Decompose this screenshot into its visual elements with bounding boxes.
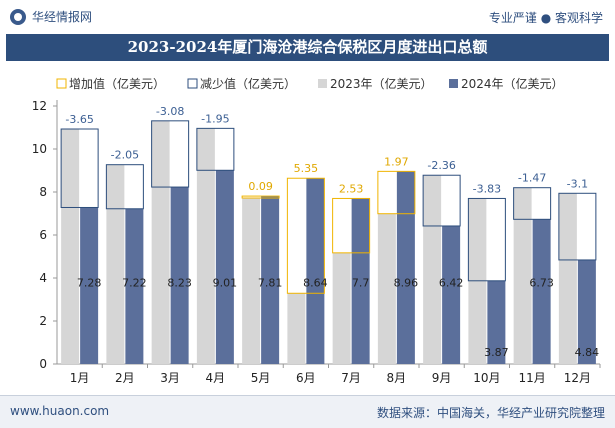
brand-name: 华经情报网 [32,10,93,24]
bar-2023 [377,213,396,364]
y-tick-label: 0 [39,357,47,371]
logo-icon [10,8,26,25]
legend-label-dec: 减少值（亿美元） [200,76,296,91]
bar-2023 [332,252,351,364]
y-tick-label: 10 [32,142,47,156]
legend-label-inc: 增加值（亿美元） [69,76,165,91]
bar-2023 [242,198,261,364]
bar-2023 [106,164,125,364]
change-label: -1.95 [201,112,229,125]
x-tick-label: 5月 [251,371,271,385]
change-label: 0.09 [248,180,273,193]
change-label: -3.1 [567,177,588,190]
bar-2023 [423,175,442,364]
decrease-marker [196,127,235,171]
x-tick-label: 2月 [115,371,135,385]
increase-marker [332,197,371,254]
value-label-2024: 6.73 [529,277,554,290]
change-label: -1.47 [518,172,546,185]
bar-2024 [125,208,144,364]
decrease-marker [105,164,144,210]
value-label-2024: 7.22 [122,277,147,290]
x-tick-label: 6月 [296,371,316,385]
title-bar: 2023-2024年厦门海沧港综合保税区月度进出口总额 [6,34,609,61]
increase-marker [377,170,416,215]
change-label: -3.08 [156,105,184,118]
bar-2023 [287,293,306,364]
value-label-2024: 8.96 [394,277,419,290]
value-label-2024: 3.87 [484,346,509,359]
change-label: 1.97 [384,155,409,168]
website-link[interactable]: www.huaon.com [10,404,110,418]
chart-title: 2023-2024年厦门海沧港综合保税区月度进出口总额 [127,38,488,56]
y-tick-label: 6 [39,228,47,242]
legend-swatch-increase [56,78,67,89]
bar-2023 [151,120,170,365]
legend-swatch-decrease [187,78,198,89]
value-label-2024: 8.23 [167,277,192,290]
x-tick-label: 4月 [206,371,226,385]
decrease-marker [558,192,597,261]
increase-marker [241,195,280,199]
x-tick-label: 12月 [564,371,591,385]
change-label: 5.35 [294,162,319,175]
bar-2024 [215,170,234,364]
bar-2024 [442,225,461,364]
decrease-marker [60,128,99,208]
x-tick-label: 11月 [518,371,545,385]
bar-2023 [196,128,215,364]
bar-2024 [170,187,189,364]
y-tick-label: 4 [39,271,47,285]
value-label-2024: 7.28 [77,277,102,290]
bar-2024 [351,198,370,364]
bar-2024 [306,178,325,364]
x-tick-label: 8月 [387,371,407,385]
decrease-marker [513,187,552,220]
tagline: 专业严谨 ● 客观科学 [488,11,603,25]
change-label: -3.65 [65,113,93,126]
legend-swatch-2024 [449,79,458,88]
value-label-2024: 6.42 [439,277,464,290]
value-label-2024: 7.81 [258,277,283,290]
bar-2024 [487,280,506,364]
brand: 华经情报网 [10,8,92,25]
decrease-marker [422,174,461,227]
top-bar: 华经情报网 专业严谨 ● 客观科学 [0,0,615,34]
bar-2023 [558,193,577,364]
change-label: -3.83 [473,182,501,195]
x-tick-label: 9月 [432,371,452,385]
decrease-marker [151,120,190,188]
bar-2024 [532,219,551,364]
change-label: -2.36 [427,159,455,172]
y-tick-label: 2 [39,314,47,328]
value-label-2024: 7.7 [352,277,370,290]
bar-2024 [396,171,415,364]
legend-label-s24: 2024年（亿美元） [461,76,564,91]
x-tick-label: 1月 [70,371,90,385]
increase-marker [286,177,325,294]
legend-label-s23: 2023年（亿美元） [330,76,433,91]
bar-2023 [513,187,532,364]
value-label-2024: 8.64 [303,277,328,290]
value-label-2024: 9.01 [213,277,238,290]
bar-2024 [261,196,280,364]
chart: 增加值（亿美元） 减少值（亿美元） 2023年（亿美元） 2024年（亿美元） 0 2 4 6… [32,76,601,385]
bar-2024 [577,259,596,364]
bar-2023 [61,129,80,364]
change-label: 2.53 [339,182,364,195]
change-label: -2.05 [111,149,139,162]
x-tick-label: 7月 [341,371,361,385]
bar-2024 [80,207,99,364]
y-tick-label: 12 [32,99,47,113]
footer: www.huaon.com 数据来源：中国海关，华经产业研究院整理 [0,395,615,428]
data-source: 数据来源：中国海关，华经产业研究院整理 [376,406,605,420]
y-tick-label: 8 [39,185,47,199]
value-label-2024: 4.84 [575,346,600,359]
x-tick-label: 10月 [473,371,500,385]
x-tick-label: 3月 [160,371,180,385]
legend-swatch-2023 [318,79,327,88]
decrease-marker [467,197,506,282]
